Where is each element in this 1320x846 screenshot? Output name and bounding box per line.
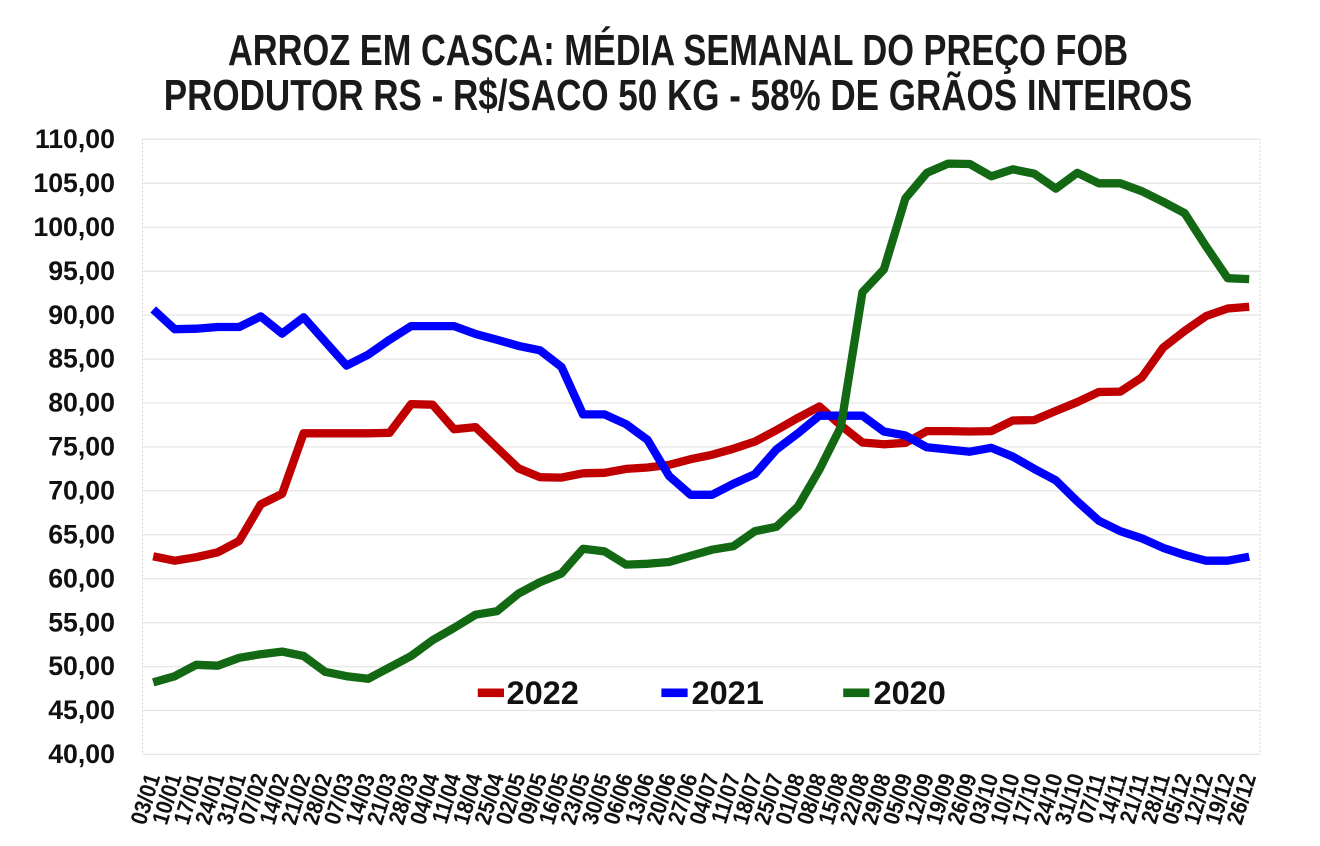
svg-text:ARROZ EM CASCA: MÉDIA SEMANAL: ARROZ EM CASCA: MÉDIA SEMANAL DO PREÇO F…: [228, 26, 1128, 75]
svg-text:75,00: 75,00: [48, 432, 115, 462]
svg-text:40,00: 40,00: [48, 739, 115, 769]
svg-text:PRODUTOR RS - R$/SACO 50 KG -: PRODUTOR RS - R$/SACO 50 KG - 58% DE GRÃ…: [164, 69, 1192, 120]
svg-text:50,00: 50,00: [48, 651, 115, 681]
svg-text:80,00: 80,00: [48, 388, 115, 418]
svg-text:2021: 2021: [692, 675, 764, 711]
svg-text:90,00: 90,00: [48, 300, 115, 330]
svg-text:65,00: 65,00: [48, 520, 115, 550]
svg-text:95,00: 95,00: [48, 256, 115, 286]
svg-text:85,00: 85,00: [48, 344, 115, 374]
svg-text:2022: 2022: [507, 675, 579, 711]
svg-text:60,00: 60,00: [48, 563, 115, 593]
svg-text:55,00: 55,00: [48, 607, 115, 637]
svg-text:2020: 2020: [874, 675, 946, 711]
svg-text:110,00: 110,00: [35, 124, 115, 154]
svg-text:45,00: 45,00: [48, 695, 115, 725]
svg-text:70,00: 70,00: [48, 476, 115, 506]
svg-text:105,00: 105,00: [33, 168, 115, 198]
svg-text:100,00: 100,00: [33, 212, 115, 242]
